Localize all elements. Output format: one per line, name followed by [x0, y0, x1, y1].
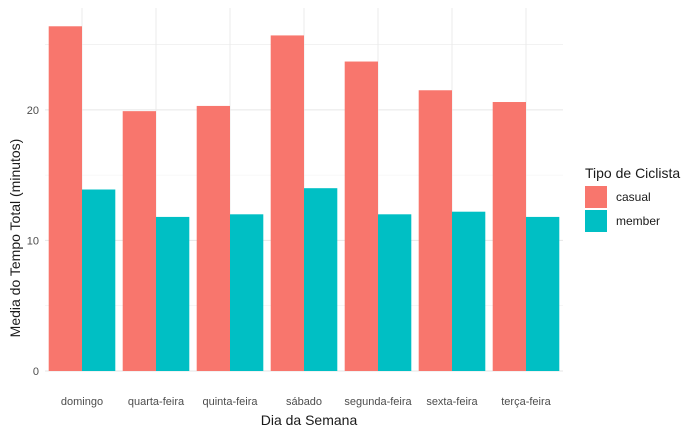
y-tick-label: 0 [33, 366, 39, 378]
x-tick-label-terça-feira: terça-feira [501, 396, 551, 408]
bar-casual-quarta-feira [122, 111, 156, 372]
legend-key-member [585, 210, 607, 232]
legend-label-member: member [616, 214, 660, 228]
legend: Tipo de Ciclista casual member [585, 165, 680, 232]
bar-casual-terça-feira [492, 102, 526, 371]
y-tick-label: 20 [27, 105, 39, 117]
legend-title: Tipo de Ciclista [585, 165, 680, 181]
bar-casual-sábado [270, 35, 304, 371]
x-tick-label-quinta-feira: quinta-feira [202, 396, 258, 408]
x-tick-label-sábado: sábado [286, 396, 322, 408]
x-tick-label-domingo: domingo [61, 396, 103, 408]
bar-casual-sexta-feira [418, 90, 452, 372]
x-tick-label-segunda-feira: segunda-feira [344, 396, 412, 408]
bar-member-sábado [304, 188, 338, 371]
bar-member-segunda-feira [378, 214, 412, 371]
legend-label-casual: casual [616, 190, 651, 204]
bar-member-domingo [82, 189, 116, 371]
bar-casual-quinta-feira [196, 105, 230, 372]
bar-member-terça-feira [526, 216, 560, 371]
bar-casual-segunda-feira [344, 61, 378, 371]
x-axis-title: Dia da Semana [261, 412, 358, 428]
bars [48, 26, 560, 372]
y-tick-label: 10 [27, 235, 39, 247]
y-axis-ticks: 0 10 20 [27, 105, 39, 378]
legend-key-casual [585, 186, 607, 208]
x-axis-ticks: domingo quarta-feira quinta-feira sábado seg… [61, 396, 552, 408]
x-tick-label-quarta-feira: quarta-feira [128, 396, 185, 408]
bar-member-quinta-feira [230, 214, 264, 371]
bar-member-quarta-feira [156, 216, 190, 371]
bar-member-sexta-feira [452, 211, 486, 371]
y-axis-title: Media do Tempo Total (minutos) [7, 139, 23, 338]
bar-casual-domingo [48, 26, 82, 371]
x-tick-label-sexta-feira: sexta-feira [426, 396, 478, 408]
